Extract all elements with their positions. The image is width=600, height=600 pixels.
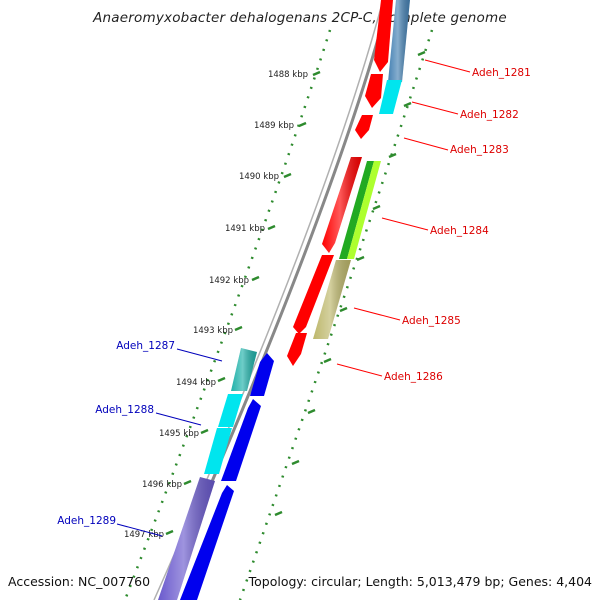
reverse-gene-labels: Adeh_1287 Adeh_1288 Adeh_1289 bbox=[57, 340, 175, 527]
scale-label: 1491 kbp bbox=[225, 224, 265, 234]
feature-reverse-blue[interactable] bbox=[180, 485, 234, 600]
forward-leader-lines bbox=[336, 59, 471, 377]
scale-label: 1497 kbp bbox=[124, 530, 164, 540]
genome-summary-label: Topology: circular; Length: 5,013,479 bp… bbox=[248, 574, 592, 589]
scale-label: 1496 kbp bbox=[142, 480, 182, 490]
feature-reverse-blue[interactable] bbox=[250, 353, 274, 396]
gene-label-reverse[interactable]: Adeh_1288 bbox=[95, 404, 154, 416]
feature-forward-khaki bbox=[313, 260, 351, 339]
forward-gene-labels: Adeh_1281 Adeh_1282 Adeh_1283 Adeh_1284 … bbox=[384, 67, 531, 383]
forward-tick-track bbox=[238, 29, 434, 600]
gene-label-forward[interactable]: Adeh_1283 bbox=[450, 144, 509, 156]
scale-labels: 1488 kbp 1489 kbp 1490 kbp 1491 kbp 1492… bbox=[124, 70, 308, 540]
feature-forward-cyan[interactable] bbox=[379, 80, 402, 114]
gene-label-forward[interactable]: Adeh_1282 bbox=[460, 109, 519, 121]
scale-label: 1495 kbp bbox=[159, 429, 199, 439]
gene-label-forward[interactable]: Adeh_1286 bbox=[384, 371, 443, 383]
feature-reverse-cyan[interactable] bbox=[218, 394, 243, 427]
scale-label: 1488 kbp bbox=[268, 70, 308, 80]
feature-forward-lime[interactable] bbox=[347, 161, 381, 259]
feature-forward-red[interactable] bbox=[365, 74, 383, 108]
major-ticks bbox=[165, 50, 426, 536]
gene-label-forward[interactable]: Adeh_1285 bbox=[402, 315, 461, 327]
gene-label-forward[interactable]: Adeh_1284 bbox=[430, 225, 489, 237]
scale-label: 1489 kbp bbox=[254, 121, 294, 131]
feature-reverse-teal bbox=[231, 348, 257, 391]
reverse-leader-lines bbox=[116, 348, 223, 537]
feature-forward-red[interactable] bbox=[374, 0, 393, 72]
scale-label: 1493 kbp bbox=[193, 326, 233, 336]
forward-features bbox=[287, 0, 410, 366]
genome-backbone-inner bbox=[153, 0, 384, 600]
accession-label: Accession: NC_007760 bbox=[8, 574, 151, 589]
feature-forward-red[interactable] bbox=[287, 333, 307, 366]
scale-label: 1490 kbp bbox=[239, 172, 279, 182]
feature-reverse-blue[interactable] bbox=[221, 399, 261, 481]
gene-label-reverse[interactable]: Adeh_1289 bbox=[57, 515, 116, 527]
feature-forward-red bbox=[322, 157, 362, 253]
gene-label-forward[interactable]: Adeh_1281 bbox=[472, 67, 531, 79]
scale-label: 1492 kbp bbox=[209, 276, 249, 286]
feature-forward-green[interactable] bbox=[339, 161, 374, 259]
gene-label-reverse[interactable]: Adeh_1287 bbox=[116, 340, 175, 352]
feature-forward-red[interactable] bbox=[355, 115, 373, 139]
reverse-features bbox=[158, 348, 274, 600]
scale-label: 1494 kbp bbox=[176, 378, 216, 388]
reverse-tick-track bbox=[123, 29, 332, 600]
feature-forward-steelblue bbox=[388, 0, 410, 82]
feature-forward-red[interactable] bbox=[293, 255, 334, 334]
feature-reverse-cyan[interactable] bbox=[204, 428, 232, 474]
feature-reverse-purple bbox=[158, 477, 215, 600]
